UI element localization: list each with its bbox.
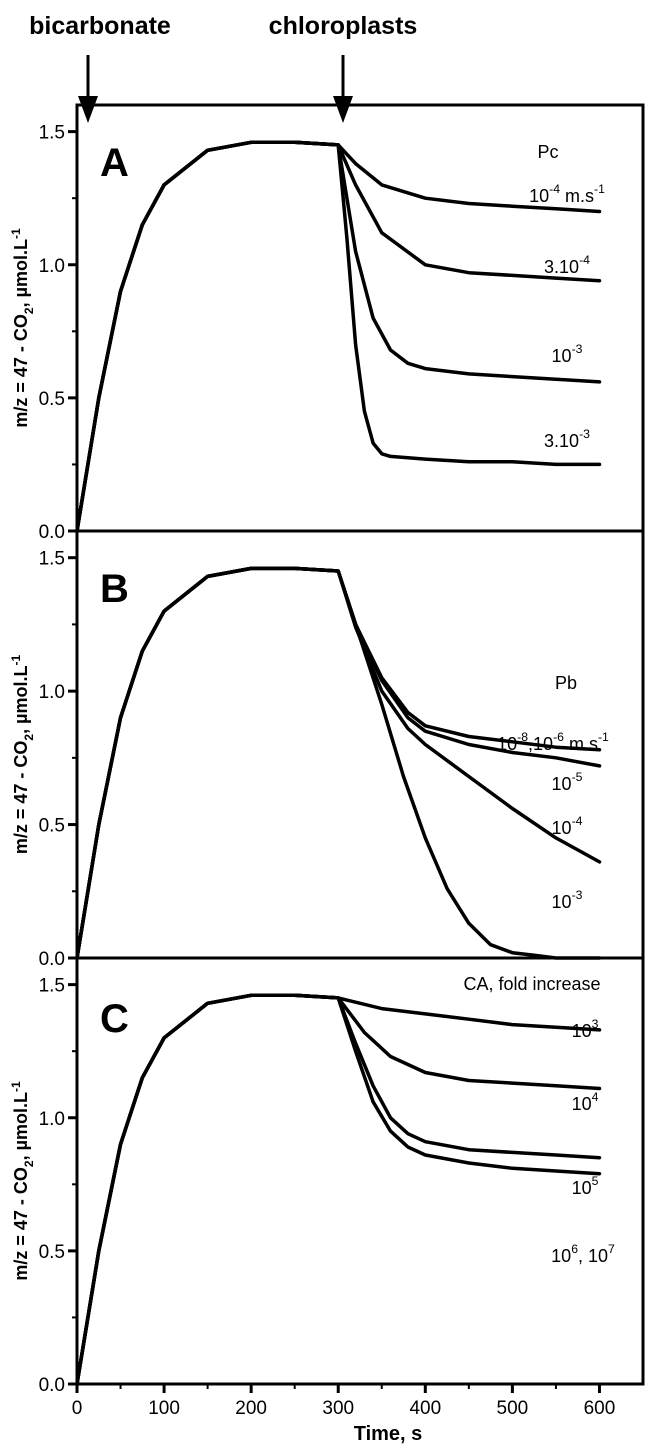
x-tick-label: 100 xyxy=(148,1398,180,1419)
bicarbonate-arrow xyxy=(78,55,98,123)
y-tick-label: 1.5 xyxy=(39,549,65,570)
legend-title: Pb xyxy=(555,673,577,693)
series-label: 103 xyxy=(572,1017,599,1041)
series-label: 10-4 xyxy=(552,814,583,838)
y-tick-label: 0.5 xyxy=(39,389,65,410)
series-label: 10-3 xyxy=(552,342,583,366)
series-label: 3.10-4 xyxy=(544,253,590,277)
y-tick-label: 1.0 xyxy=(39,682,65,703)
y-tick-label: 1.0 xyxy=(39,256,65,277)
panel-a: 0.0 0.5 1.0 1.5 m/z = 47 - CO2, µmol.L-1 A Pc 1… xyxy=(9,103,645,543)
legend-title: Pc xyxy=(537,142,558,162)
x-tick-label: 300 xyxy=(322,1398,354,1419)
y-tick-label: 0.0 xyxy=(39,949,65,970)
y-tick-label: 1.0 xyxy=(39,1109,65,1130)
chloroplasts-annotation: chloroplasts xyxy=(269,12,418,40)
series-label: 10-4 m.s-1 xyxy=(529,182,605,206)
series-label: 105 xyxy=(572,1174,599,1198)
y-tick-label: 1.5 xyxy=(39,123,65,144)
plot-frame xyxy=(75,956,645,1386)
panel-b: 0.0 0.5 1.0 1.5 m/z = 47 - CO2, µmol.L-1 B Pb 1… xyxy=(9,529,645,970)
series-label: 10-5 xyxy=(552,770,583,794)
y-tick-label: 0.0 xyxy=(39,522,65,543)
y-tick-label: 0.0 xyxy=(39,1375,65,1396)
x-tick-label: 600 xyxy=(584,1398,616,1419)
panel-letter: B xyxy=(100,567,129,611)
y-tick-label: 1.5 xyxy=(39,976,65,997)
x-axis-label: Time, s xyxy=(354,1423,423,1445)
y-tick-label: 0.5 xyxy=(39,816,65,837)
x-tick-label: 400 xyxy=(409,1398,441,1419)
series-label: 10-3 xyxy=(552,888,583,912)
series-label: 106, 107 xyxy=(551,1242,615,1266)
y-axis-label: m/z = 47 - CO2, µmol.L-1 xyxy=(9,655,36,855)
series-line xyxy=(75,566,602,960)
legend-title: CA, fold increase xyxy=(463,974,600,994)
y-tick-label: 0.5 xyxy=(39,1242,65,1263)
y-axis-label: m/z = 47 - CO2, µmol.L-1 xyxy=(9,1081,36,1281)
bicarbonate-annotation: bicarbonate xyxy=(29,12,171,40)
x-tick-label: 500 xyxy=(497,1398,529,1419)
y-axis-label: m/z = 47 - CO2, µmol.L-1 xyxy=(9,228,36,428)
x-tick-label: 0 xyxy=(72,1398,83,1419)
chloroplasts-arrow xyxy=(333,55,353,123)
series-label: 3.10-3 xyxy=(544,427,590,451)
series-label: 104 xyxy=(572,1090,599,1114)
panel-letter: C xyxy=(100,997,129,1041)
x-tick-label: 200 xyxy=(235,1398,267,1419)
series-line xyxy=(75,993,602,1386)
series-label: 10-8,10-6 m.s-1 xyxy=(497,730,609,754)
series-line xyxy=(75,140,602,533)
panel-letter: A xyxy=(100,141,129,185)
panel-c: 0.0 0.5 1.0 1.5 0 100 200 300 400 500 600 Time, s m/… xyxy=(9,956,645,1445)
